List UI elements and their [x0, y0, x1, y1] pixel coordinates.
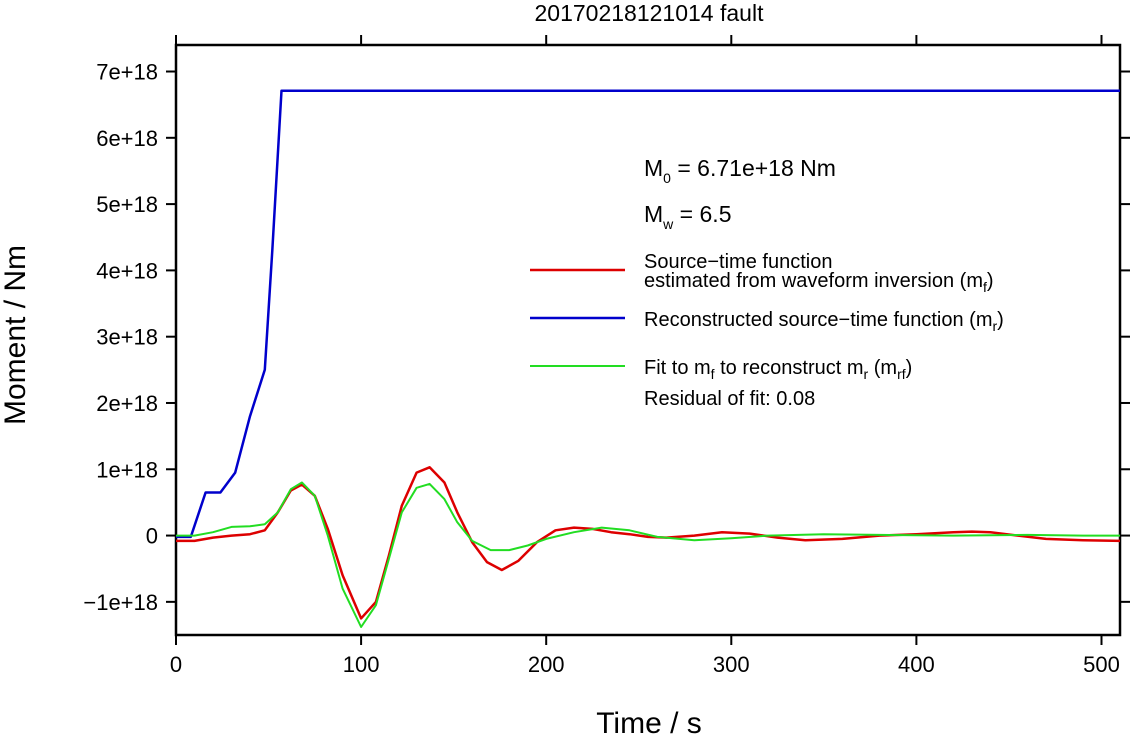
y-axis-label: Moment / Nm: [0, 245, 32, 425]
legend-label-mr: Reconstructed source−time function (mr): [644, 309, 1004, 334]
y-tick-label: 7e+18: [96, 60, 158, 85]
plot-frame: [174, 43, 1122, 637]
series-line-mf: [176, 466, 1121, 620]
x-tick-label: 400: [898, 652, 935, 677]
series-lines: [176, 89, 1121, 628]
annotations: M0 = 6.71e+18 Nm Mw = 6.5: [644, 155, 836, 232]
x-tick-label: 300: [713, 652, 750, 677]
x-tick-label: 100: [343, 652, 380, 677]
chart-title: 20170218121014 fault: [535, 0, 765, 26]
x-tick-label: 500: [1083, 652, 1120, 677]
x-axis-label: Time / s: [596, 707, 702, 736]
y-tick-label: −1e+18: [83, 590, 158, 615]
y-tick-label: 5e+18: [96, 192, 158, 217]
x-tick-label: 200: [528, 652, 565, 677]
m0-annotation: M0 = 6.71e+18 Nm: [644, 155, 836, 186]
x-axis: 0 100 200 300 400 500: [170, 35, 1120, 677]
legend-label-mf-line2: estimated from waveform inversion (mf): [644, 270, 994, 295]
y-tick-label: 1e+18: [96, 457, 158, 482]
y-tick-label: 2e+18: [96, 391, 158, 416]
y-tick-label: 6e+18: [96, 126, 158, 151]
y-tick-label: 4e+18: [96, 258, 158, 283]
series-line-mr: [176, 89, 1120, 539]
residual-annotation: Residual of fit: 0.08: [644, 388, 815, 410]
legend-label-mrf: Fit to mf to reconstruct mr (mrf): [644, 357, 912, 382]
x-tick-label: 0: [170, 652, 182, 677]
series-line-mrf: [176, 481, 1120, 628]
legend: Source−time function estimated from wave…: [530, 251, 1004, 410]
y-tick-label: 3e+18: [96, 325, 158, 350]
legend-label-mf-line1: Source−time function: [644, 251, 832, 273]
y-axis: −1e+18 0 1e+18 2e+18 3e+18 4e+18 5e+18 6e+18 7e+…: [83, 60, 1130, 615]
y-tick-label: 0: [146, 524, 158, 549]
mw-annotation: Mw = 6.5: [644, 201, 731, 232]
